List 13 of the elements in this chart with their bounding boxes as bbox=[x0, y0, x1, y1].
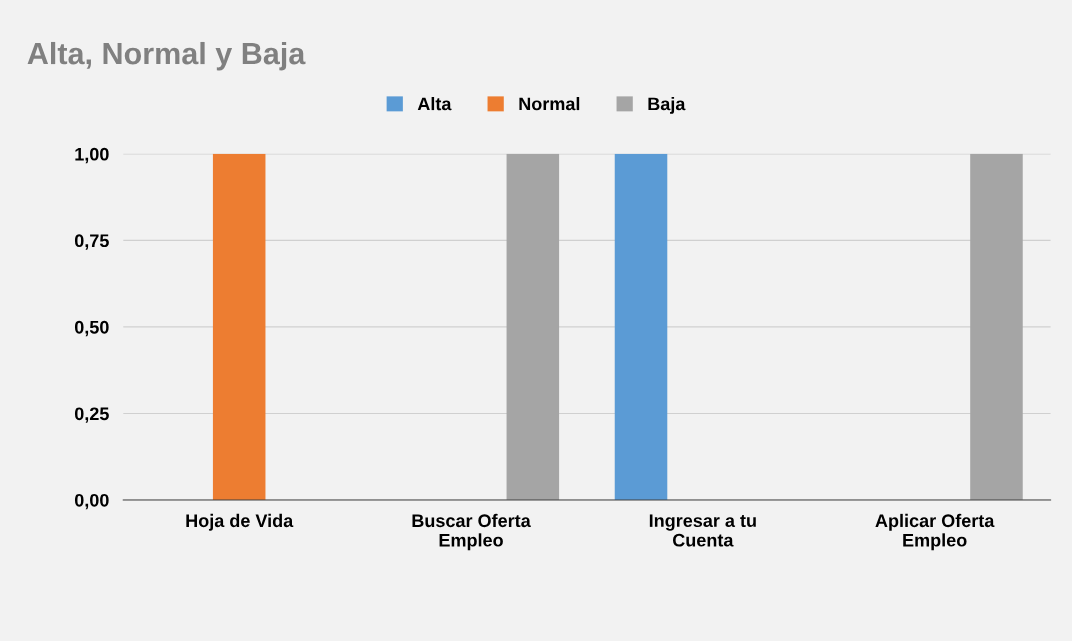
y-tick-label: 1,00 bbox=[75, 147, 109, 164]
x-tick-label: Hoja de Vida bbox=[186, 513, 294, 531]
legend-label: Normal bbox=[519, 97, 580, 111]
y-tick-label: 0,00 bbox=[74, 493, 109, 510]
chart-title: Alta, Normal y Baja bbox=[27, 41, 306, 71]
y-tick-label: 0,75 bbox=[74, 234, 109, 250]
y-tick-label: 0,25 bbox=[74, 407, 109, 423]
y-tick-label: 0,50 bbox=[74, 320, 109, 337]
legend-label: Baja bbox=[648, 97, 686, 114]
x-tick-label: Ingresar a tu Cuenta bbox=[649, 514, 756, 547]
x-tick-label: Buscar Oferta Empleo bbox=[412, 513, 531, 551]
x-tick-label: Aplicar Oferta Empleo bbox=[875, 513, 995, 551]
legend-label: Alta bbox=[417, 97, 452, 111]
